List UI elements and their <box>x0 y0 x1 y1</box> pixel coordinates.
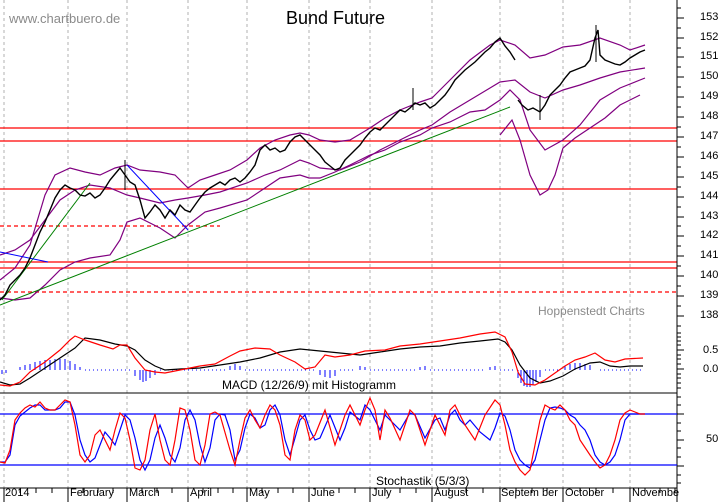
macd-histogram <box>1 359 591 387</box>
month-label-february: February <box>70 487 115 499</box>
price-tick: 145 <box>700 170 719 182</box>
month-label-april: April <box>190 487 213 499</box>
month-label-october: October <box>565 487 605 499</box>
trendlines-green <box>0 106 511 306</box>
candle-wicks <box>124 25 597 190</box>
price-tick: 149 <box>700 90 719 102</box>
month-gridlines <box>3 0 631 488</box>
month-label-november: Novembe <box>632 487 680 499</box>
price-tick: 139 <box>700 289 719 301</box>
month-label-august: August <box>434 487 469 499</box>
price-tick: 138 <box>700 309 719 321</box>
month-label-may: May <box>249 487 270 499</box>
price-tick: 143 <box>700 210 719 222</box>
price-tick: 140 <box>700 269 719 281</box>
macd-signal-line <box>0 337 643 386</box>
price-tick: 147 <box>700 130 719 142</box>
price-tick: 141 <box>700 249 719 261</box>
stoch-d-line <box>0 401 645 472</box>
price-tick: 151 <box>700 50 719 62</box>
price-tick: 144 <box>700 190 719 202</box>
price-axis-ticks <box>677 7 684 484</box>
macd-line <box>0 331 644 387</box>
price-candles <box>0 29 646 301</box>
price-tick: 152 <box>700 31 719 43</box>
month-label-march: March <box>129 487 160 499</box>
x-axis-ticks <box>3 488 676 502</box>
data-credit: Hoppenstedt Charts <box>538 304 645 318</box>
bollinger-bands <box>0 37 646 301</box>
stoch-k-line <box>0 396 645 476</box>
month-label-january: 2014 <box>5 487 30 499</box>
macd-tick: 0.0 <box>703 363 719 375</box>
month-label-july: July <box>372 487 392 499</box>
month-label-june: June <box>311 487 335 499</box>
trendlines-blue <box>0 164 189 263</box>
price-tick: 146 <box>700 150 719 162</box>
month-label-september: Septem ber <box>501 487 558 499</box>
price-tick: 150 <box>700 70 719 82</box>
stoch-reference-lines <box>0 413 677 466</box>
price-tick: 153 <box>700 11 719 23</box>
support-resistance-lines <box>0 127 677 293</box>
chart-title: Bund Future <box>286 8 386 28</box>
stoch-tick: 50 <box>706 433 719 445</box>
site-watermark: www.chartbuero.de <box>9 11 121 26</box>
macd-tick: 0.5 <box>703 344 719 356</box>
price-tick: 148 <box>700 110 719 122</box>
price-tick: 142 <box>700 229 719 241</box>
macd-label: MACD (12/26/9) mit Histogramm <box>222 378 397 392</box>
stoch-label: Stochastik (5/3/3) <box>376 474 470 488</box>
bollinger-lower-sep <box>499 94 641 196</box>
